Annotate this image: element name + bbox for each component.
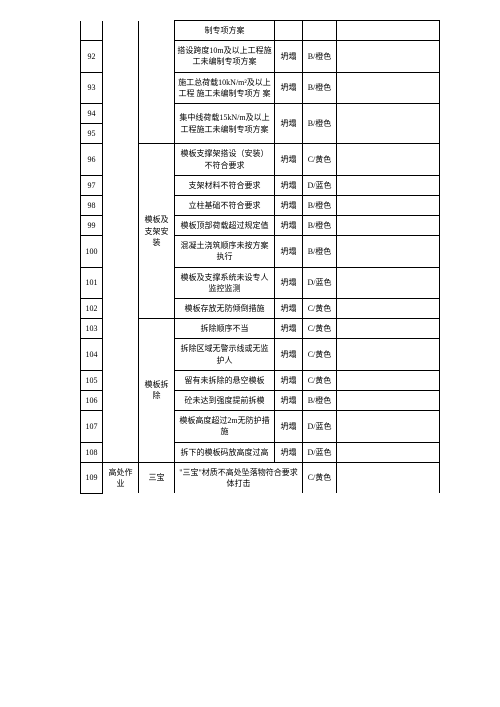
risk-cell: 坍塌 [275,216,303,236]
num-cell: 109 [81,462,103,493]
category-cell: 高处作业 [103,462,139,493]
risk-cell: 坍塌 [275,267,303,298]
category-cell: 模板及支架安装 [139,144,175,319]
desc-cell: 支架材料不符合要求 [175,175,275,195]
num-cell: 102 [81,299,103,319]
num-cell: 103 [81,319,103,339]
level-cell: C/黄色 [303,299,337,319]
risk-cell: 坍塌 [275,195,303,215]
desc-cell: 混凝土浇筑顺序未按方案执行 [175,236,275,267]
desc-cell: 集中线荷载15kN/m及以上工程施工未编制专项方案 [175,103,275,143]
risk-cell: 坍塌 [275,390,303,410]
desc-cell: 留有未拆除的悬空模板 [175,370,275,390]
risk-cell: 坍塌 [275,72,303,103]
level-cell: B/橙色 [303,390,337,410]
desc-cell: 模板及支撑系统未设专人监控监测 [175,267,275,298]
level-cell: B/橙色 [303,103,337,143]
num-cell: 100 [81,236,103,267]
risk-cell: 坍塌 [275,370,303,390]
num-cell: 104 [81,339,103,370]
level-cell: C/黄色 [303,339,337,370]
desc-cell: "三宝"材质不高处坠落物符合要求体打击 [175,462,303,493]
category-cell: 模板拆除 [139,319,175,463]
num-cell: 106 [81,390,103,410]
level-cell: B/橙色 [303,41,337,72]
desc-cell: 立柱基础不符合要求 [175,195,275,215]
desc-cell: 搭设跨度10m及以上工程施工未编制专项方案 [175,41,275,72]
risk-cell: 坍塌 [275,442,303,462]
risk-cell: 坍塌 [275,144,303,175]
desc-cell: 模板存放无防倾倒措施 [175,299,275,319]
risk-cell: 坍塌 [275,299,303,319]
desc-cell: 模板支撑架搭设（安装）不符合要求 [175,144,275,175]
num-cell: 98 [81,195,103,215]
num-cell: 92 [81,41,103,72]
num-cell: 101 [81,267,103,298]
num-cell: 97 [81,175,103,195]
risk-cell: 坍塌 [275,103,303,143]
desc-cell: 拆除区域无警示线或无监护人 [175,339,275,370]
num-cell: 107 [81,411,103,442]
num-cell: 93 [81,72,103,103]
risk-cell: 坍塌 [275,411,303,442]
level-cell: C/黄色 [303,319,337,339]
num-cell: 99 [81,216,103,236]
level-cell: D/蓝色 [303,411,337,442]
construction-risk-table: 制专项方案 92 搭设跨度10m及以上工程施工未编制专项方案 坍塌 B/橙色 9… [80,20,440,494]
desc-cell: 模板顶部荷载超过规定值 [175,216,275,236]
desc-cell: 施工总荷载10kN/m²及以上工程 施工未编制专项方 案 [175,72,275,103]
level-cell: C/黄色 [303,370,337,390]
level-cell: B/橙色 [303,195,337,215]
num-cell: 108 [81,442,103,462]
risk-cell: 坍塌 [275,175,303,195]
level-cell: C/黄色 [303,144,337,175]
table-row: 109 高处作业 三宝 "三宝"材质不高处坠落物符合要求体打击 C/黄色 [81,462,440,493]
num-cell: 94 [81,103,103,123]
risk-cell: 坍塌 [275,319,303,339]
level-cell: D/蓝色 [303,267,337,298]
level-cell: D/蓝色 [303,175,337,195]
level-cell: B/橙色 [303,236,337,267]
level-cell: C/黄色 [303,462,337,493]
risk-cell: 坍塌 [275,339,303,370]
table-row: 制专项方案 [81,21,440,41]
num-cell: 96 [81,144,103,175]
level-cell: D/蓝色 [303,442,337,462]
risk-cell: 坍塌 [275,41,303,72]
category-cell: 三宝 [139,462,175,493]
level-cell: B/橙色 [303,216,337,236]
risk-cell: 坍塌 [275,236,303,267]
desc-cell: 砼未达到强度提前拆模 [175,390,275,410]
num-cell: 95 [81,124,103,144]
level-cell: B/橙色 [303,72,337,103]
num-cell: 105 [81,370,103,390]
desc-cell: 拆除顺序不当 [175,319,275,339]
desc-cell: 模板高度超过2m无防护措施 [175,411,275,442]
desc-cell: 拆下的模板码放高度过高 [175,442,275,462]
desc-cell: 制专项方案 [175,21,275,41]
